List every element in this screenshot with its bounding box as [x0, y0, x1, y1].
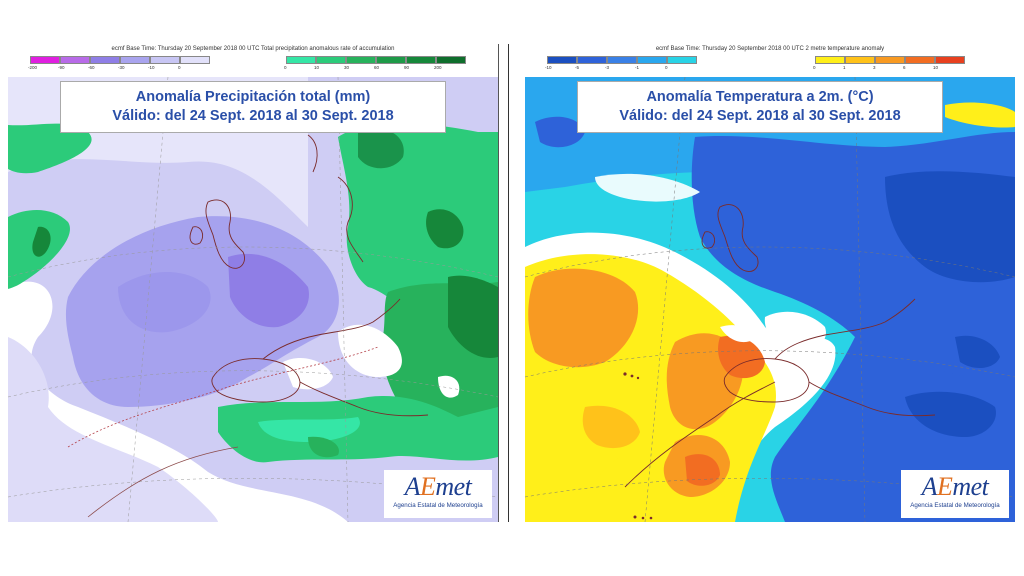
legend-swatch: [60, 56, 90, 64]
aemet-logo: AEmet Agencia Estatal de Meteorología: [384, 470, 492, 518]
legend-tick: 90: [404, 65, 410, 70]
aemet-logo: AEmet Agencia Estatal de Meteorología: [901, 470, 1009, 518]
legend-tick: -60: [88, 65, 95, 70]
legend-tick: -1: [635, 65, 640, 70]
left-legend-negative-ticks: -200 -90 -60 -30 -10 0: [28, 65, 208, 70]
right-legend-negative-ticks: -10 -5 -3 -1 0: [545, 65, 695, 70]
legend-swatch: [935, 56, 965, 64]
legend-tick: -10: [545, 65, 552, 70]
legend-tick: 0: [178, 65, 181, 70]
aemet-wordmark: AEmet: [404, 472, 472, 501]
legend-tick: 0: [813, 65, 816, 70]
legend-swatch: [180, 56, 210, 64]
right-legend-negative: [547, 56, 697, 64]
aemet-subtitle: Agencia Estatal de Meteorología: [910, 502, 1000, 509]
legend-swatch: [376, 56, 406, 64]
legend-swatch: [547, 56, 577, 64]
legend-swatch: [120, 56, 150, 64]
left-legend-positive: [286, 56, 466, 64]
left-map-title: Anomalía Precipitación total (mm) Válido…: [60, 81, 446, 133]
legend-tick: 6: [903, 65, 906, 70]
legend-tick: 30: [344, 65, 350, 70]
left-map-header: ecmf Base Time: Thursday 20 September 20…: [111, 46, 395, 52]
legend-swatch: [346, 56, 376, 64]
legend-swatch: [637, 56, 667, 64]
legend-swatch: [30, 56, 60, 64]
legend-swatch: [406, 56, 436, 64]
right-legend-positive: [815, 56, 965, 64]
aemet-wordmark: AEmet: [921, 472, 989, 501]
legend-swatch: [905, 56, 935, 64]
legend-swatch: [845, 56, 875, 64]
legend-swatch: [150, 56, 180, 64]
legend-tick: 3: [873, 65, 876, 70]
left-legend-negative: [30, 56, 210, 64]
legend-swatch: [875, 56, 905, 64]
temperature-anomaly-map: [525, 77, 1015, 522]
temperature-map-panel: ecmf Base Time: Thursday 20 September 20…: [525, 44, 1015, 522]
right-title-line2: Válido: del 24 Sept. 2018 al 30 Sept. 20…: [619, 108, 901, 124]
legend-swatch: [607, 56, 637, 64]
precipitation-anomaly-map: [8, 77, 498, 522]
legend-tick: 0: [284, 65, 287, 70]
right-map-header: ecmf Base Time: Thursday 20 September 20…: [655, 46, 885, 52]
legend-tick: -10: [148, 65, 155, 70]
legend-tick: -5: [575, 65, 580, 70]
legend-tick: -90: [58, 65, 65, 70]
right-legend-positive-ticks: 0 1 3 6 10: [813, 65, 963, 70]
legend-tick: 10: [933, 65, 939, 70]
legend-swatch: [577, 56, 607, 64]
left-title-line2: Válido: del 24 Sept. 2018 al 30 Sept. 20…: [112, 108, 394, 124]
legend-tick: -30: [118, 65, 125, 70]
right-map-title: Anomalía Temperatura a 2m. (°C) Válido: …: [577, 81, 943, 133]
precipitation-map-panel: ecmf Base Time: Thursday 20 September 20…: [8, 44, 499, 522]
aemet-subtitle: Agencia Estatal de Meteorología: [393, 502, 483, 509]
legend-tick: -200: [28, 65, 38, 70]
legend-tick: 60: [374, 65, 380, 70]
panel-divider: [508, 44, 509, 522]
left-legend-positive-ticks: 0 10 30 60 90 200: [284, 65, 464, 70]
legend-swatch: [815, 56, 845, 64]
left-title-line1: Anomalía Precipitación total (mm): [135, 89, 371, 105]
legend-tick: 10: [314, 65, 320, 70]
right-title-line1: Anomalía Temperatura a 2m. (°C): [646, 89, 874, 105]
legend-tick: 1: [843, 65, 846, 70]
legend-tick: 200: [434, 65, 442, 70]
legend-tick: -3: [605, 65, 610, 70]
legend-swatch: [436, 56, 466, 64]
legend-tick: 0: [665, 65, 668, 70]
legend-swatch: [316, 56, 346, 64]
legend-swatch: [667, 56, 697, 64]
legend-swatch: [286, 56, 316, 64]
legend-swatch: [90, 56, 120, 64]
